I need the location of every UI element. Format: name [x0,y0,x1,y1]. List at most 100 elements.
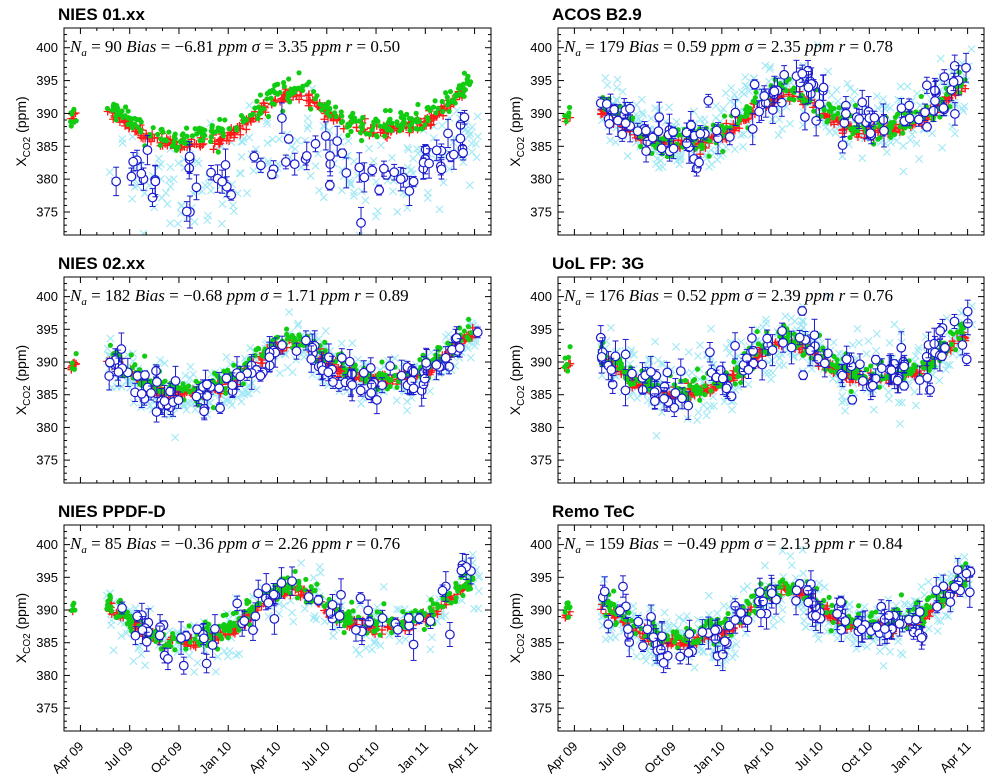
satellite-point [896,82,905,91]
satellite-point [767,375,776,384]
satellite-point [612,83,621,92]
mean-marker [647,132,658,143]
tccon-point [404,111,410,117]
satellite-point [350,188,359,197]
satellite-point [264,157,273,166]
satellite-point [245,101,254,110]
satellite-point [914,343,923,352]
satellite-point [864,336,873,345]
satellite-point [881,139,890,148]
tccon-point [327,113,333,119]
satellite-point [390,354,399,363]
tccon-point [288,334,294,340]
mean-marker [424,158,434,169]
satellite-point [743,82,752,91]
mean-marker [291,346,302,357]
mean-marker [341,168,352,178]
satellite-point [150,203,159,212]
mean-marker [440,352,451,363]
tccon-point [891,131,898,138]
satellite-point [238,137,247,146]
tccon-point [458,92,464,98]
mean-marker [408,176,419,187]
mean-marker [641,146,651,157]
y-tick-label: 400 [36,289,58,304]
satellite-point [472,153,481,162]
tccon-point [296,332,302,338]
tccon-point [183,125,190,131]
mean-marker [235,371,246,382]
satellite-point [798,121,807,130]
satellite-point [959,106,968,115]
satellite-point [862,349,871,358]
satellite-point [706,401,715,410]
mean-marker [181,206,192,217]
satellite-point [245,133,254,142]
tccon-point [956,90,962,96]
tccon-point [222,385,228,392]
satellite-point [720,397,729,406]
satellite-point [357,399,366,408]
tccon-point [744,112,750,118]
tccon-point [68,123,74,129]
mean-marker [289,159,300,170]
tccon-point [122,113,128,119]
tccon-point [565,114,572,120]
chart-panel-2: 375 380 385 390 395 400 XCO2 (ppm) ACOS B2.9 Na … [507,5,985,236]
satellite-point [237,137,246,146]
tccon-point [265,113,272,120]
satellite-point [741,73,750,82]
tccon-point [68,118,74,125]
satellite-point [466,353,475,362]
tccon-point [461,70,468,76]
mean-marker [711,125,722,136]
tccon-point [117,112,124,118]
mean-marker [347,380,358,390]
y-tick-label: 385 [36,387,58,402]
tccon-point [122,104,129,110]
mean-marker [455,133,466,144]
tccon-point [71,106,77,112]
tccon-point [892,114,898,120]
tccon-point [363,378,369,385]
tccon-point [113,113,119,119]
satellite-point [761,61,770,70]
tccon-point [433,352,439,358]
tccon-point [180,381,186,387]
satellite-point [694,408,703,417]
tccon-point [452,100,458,106]
tccon-point [851,127,857,133]
tccon-point [267,88,273,94]
tccon-point [69,365,75,371]
tccon-point [750,98,756,104]
mean-marker [767,104,778,115]
mean-marker [749,79,760,90]
satellite-point [916,101,925,110]
tccon-point [827,103,833,109]
tccon-point [142,353,148,359]
satellite-point [766,62,775,71]
tccon-point [360,121,366,127]
satellite-point [858,154,867,163]
satellite-point [174,219,183,228]
tccon-point [348,128,354,134]
satellite-point [653,154,662,163]
tccon-point [292,85,298,91]
mean-marker [421,357,432,368]
satellite-point [787,314,796,323]
tccon-point [791,97,797,103]
satellite-point [263,139,272,148]
satellite-point [292,355,301,364]
mean-marker [320,130,331,141]
y-tick-label: 375 [36,205,58,220]
satellite-point [321,327,330,336]
satellite-point [355,231,364,235]
tccon-point [416,118,422,125]
satellite-point [463,344,472,353]
tccon-point [744,103,750,110]
tccon-point [567,104,573,111]
satellite-point [249,166,258,175]
satellite-point [403,397,412,406]
y-tick-label: 385 [36,139,58,154]
mean-marker [408,366,419,377]
